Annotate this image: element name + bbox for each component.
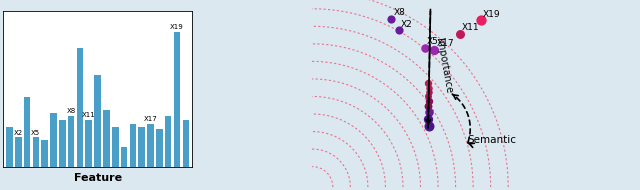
Text: X19: X19 [170,24,184,30]
Text: X11: X11 [462,23,479,32]
Text: X19: X19 [483,10,500,19]
Text: X17: X17 [436,39,454,48]
Bar [42,140,48,167]
Text: X11: X11 [82,112,95,118]
Point [423,82,433,85]
Point [454,32,465,35]
Point [424,86,435,89]
Bar [59,120,66,167]
Bar [24,97,30,167]
Text: X5: X5 [427,37,439,46]
Bar [86,120,92,167]
Bar [182,120,189,167]
Text: X2: X2 [13,130,23,136]
Text: Importance: Importance [434,37,454,94]
Bar [50,113,57,167]
Point [429,48,439,51]
Bar [6,127,13,167]
Bar [77,48,83,167]
Bar [165,116,172,167]
Bar [103,110,109,167]
Point [424,111,434,114]
Point [423,95,433,98]
Text: X8: X8 [67,108,76,114]
Text: X8: X8 [394,8,406,17]
Text: X5: X5 [31,130,40,136]
Bar [68,116,74,167]
Point [424,124,434,127]
Text: Semantic: Semantic [467,135,516,145]
Point [476,19,486,22]
Point [423,105,433,108]
Bar [33,137,39,167]
Bar [156,129,163,167]
Bar [15,137,22,167]
Point [419,46,429,49]
Point [386,17,396,20]
Point [424,100,434,103]
Bar [129,124,136,167]
Bar [147,124,154,167]
Bar [173,32,180,167]
Bar [112,127,118,167]
Bar [121,147,127,167]
Bar [138,127,145,167]
Text: X2: X2 [401,20,413,29]
Text: X17: X17 [143,116,157,123]
Point [394,29,404,32]
X-axis label: Feature: Feature [74,173,122,183]
Bar [94,75,101,167]
Point [423,117,433,120]
Point [424,91,434,94]
